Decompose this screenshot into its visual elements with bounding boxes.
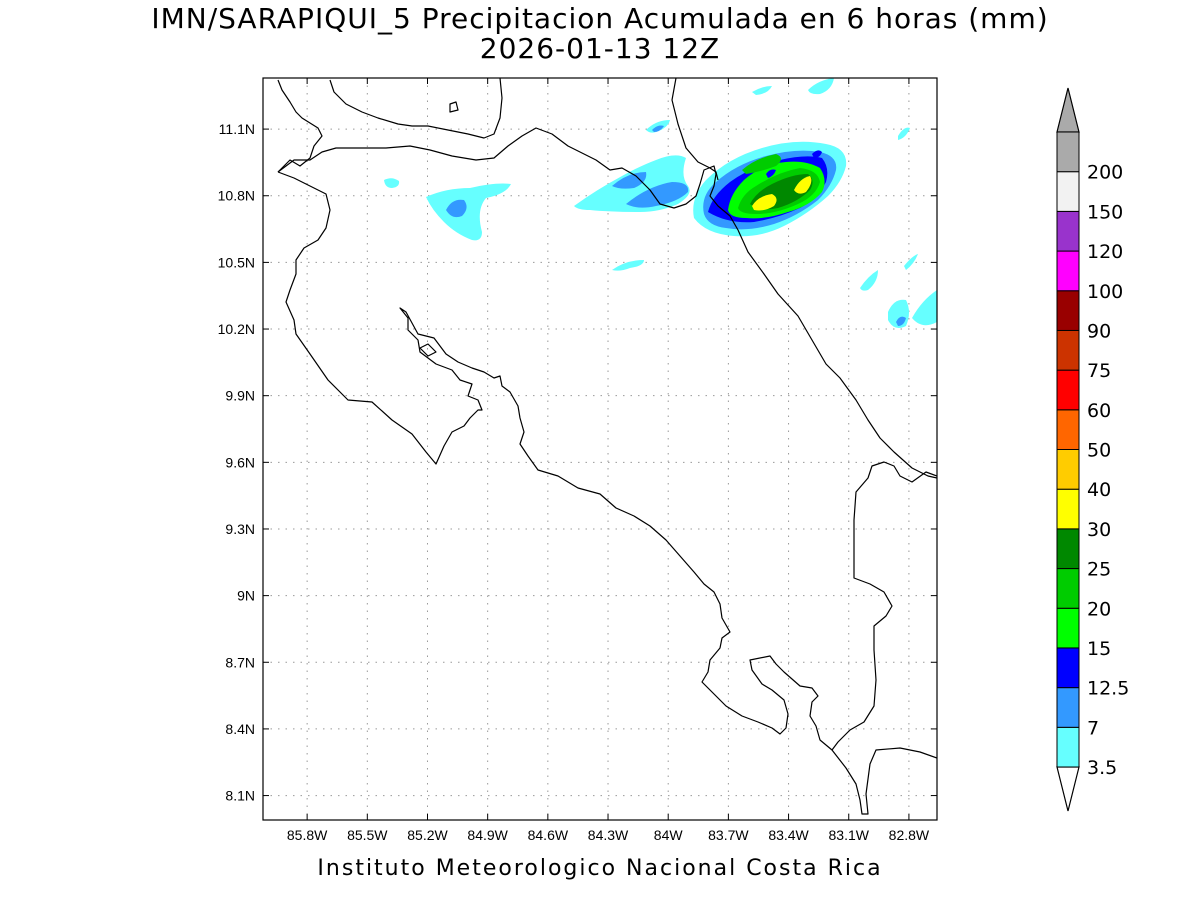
- nicaragua-costa-rica-border: [277, 127, 739, 231]
- lon-tick-label: 83.4W: [768, 827, 809, 843]
- lon-tick-label: 82.8W: [889, 827, 930, 843]
- colorbar-top-arrow: [1056, 87, 1080, 133]
- precip-patch-30: [794, 176, 812, 194]
- latitude-axis: 11.1N 10.8N 10.5N 10.2N 9.9N 9.6N 9.3N 9N 8.7N 8.…: [218, 121, 937, 804]
- colorbar-swatch: [1056, 488, 1080, 530]
- colorbar-swatch: [1056, 171, 1080, 212]
- lon-tick-label: 85.2W: [407, 827, 448, 843]
- precip-patch-3.5: [904, 254, 918, 270]
- precip-patch-3.5: [384, 178, 400, 188]
- colorbar-level-label: 3.5: [1087, 757, 1117, 779]
- lat-tick-label: 8.7N: [225, 654, 255, 670]
- lat-tick-label: 8.1N: [225, 788, 255, 804]
- lat-tick-label: 9.9N: [225, 388, 255, 404]
- lon-tick-label: 85.5W: [347, 827, 388, 843]
- precip-patch-7: [612, 172, 647, 189]
- colorbar-swatch: [1056, 449, 1080, 490]
- lon-tick-label: 85.8W: [287, 827, 328, 843]
- colorbar-level-label: 20: [1087, 598, 1111, 620]
- precipitation-field: [384, 78, 937, 328]
- precip-patch-30: [752, 194, 777, 211]
- colorbar-level-label: 30: [1087, 519, 1111, 541]
- costa-rica-panama-border: [831, 461, 937, 751]
- colorbar-swatch: [1056, 726, 1080, 768]
- precip-patch-20: [742, 154, 781, 174]
- colorbar-level-label: 60: [1087, 400, 1111, 422]
- precip-patch-7: [626, 182, 689, 208]
- lon-tick-label: 83.7W: [708, 827, 749, 843]
- lat-tick-label: 10.2N: [218, 321, 255, 337]
- precipitation-colorbar: 3.5 7 12.5 15 20 25 30 40 50 60 75 90 100 120 150 200: [1056, 87, 1129, 812]
- colorbar-level-label: 200: [1087, 162, 1123, 184]
- precip-patch-12.5: [812, 150, 822, 158]
- lat-tick-label: 8.4N: [225, 721, 255, 737]
- colorbar-swatch: [1056, 568, 1080, 609]
- lat-tick-label: 9N: [237, 588, 255, 604]
- footer-credit: Instituto Meteorologico Nacional Costa R…: [317, 856, 883, 881]
- precip-patch-3.5: [426, 183, 511, 241]
- colorbar-level-label: 100: [1087, 281, 1123, 303]
- precip-patch-3.5: [808, 78, 834, 95]
- colorbar-swatch: [1056, 131, 1080, 173]
- lat-tick-label: 10.5N: [218, 254, 255, 270]
- precip-patch-3.5: [860, 270, 878, 291]
- colorbar-level-label: 50: [1087, 440, 1111, 462]
- lake-nicaragua-shore: [329, 78, 503, 139]
- map-subtitle-datetime: 2026-01-13 12Z: [479, 32, 721, 65]
- colorbar-swatch: [1056, 290, 1080, 331]
- colorbar-swatch: [1056, 250, 1080, 292]
- colorbar-swatch: [1056, 528, 1080, 570]
- colorbar-swatch: [1056, 369, 1080, 411]
- colorbar-level-label: 7: [1087, 717, 1099, 739]
- precip-patch-3.5: [898, 127, 910, 140]
- colorbar-level-label: 150: [1087, 201, 1123, 223]
- map-frame: [262, 77, 938, 821]
- colorbar-swatch: [1056, 210, 1080, 252]
- caribbean-coastline: [671, 78, 937, 479]
- precip-patch-7: [652, 125, 664, 132]
- map-title: IMN/SARAPIQUI_5 Precipitacion Acumulada …: [151, 2, 1049, 35]
- colorbar-swatch: [1056, 607, 1080, 649]
- colorbar-swatch: [1056, 647, 1080, 689]
- precip-patch-7: [446, 199, 467, 218]
- colorbar-level-label: 25: [1087, 559, 1111, 581]
- lon-tick-label: 84W: [654, 827, 684, 843]
- colorbar-swatch: [1056, 329, 1080, 371]
- precip-patch-12.5: [766, 169, 776, 178]
- coastlines-and-borders: [277, 78, 937, 815]
- precip-patch-3.5: [612, 260, 644, 271]
- colorbar-level-label: 90: [1087, 320, 1111, 342]
- lat-tick-label: 10.8N: [218, 188, 255, 204]
- colorbar-bottom-arrow: [1056, 766, 1080, 812]
- colorbar-level-label: 15: [1087, 638, 1111, 660]
- nicoya-island: [419, 343, 437, 357]
- colorbar-swatch: [1056, 687, 1080, 728]
- colorbar-swatch: [1056, 409, 1080, 450]
- lon-tick-label: 83.1W: [829, 827, 870, 843]
- lon-tick-label: 84.3W: [588, 827, 629, 843]
- precip-patch-3.5: [912, 290, 937, 326]
- lat-tick-label: 9.3N: [225, 521, 255, 537]
- colorbar-level-label: 120: [1087, 241, 1123, 263]
- colorbar-level-label: 12.5: [1087, 678, 1129, 700]
- precip-patch-3.5: [752, 86, 772, 95]
- lat-tick-label: 11.1N: [219, 121, 255, 137]
- lat-tick-label: 9.6N: [225, 454, 255, 470]
- colorbar-level-label: 75: [1087, 360, 1111, 382]
- longitude-axis: 85.8W 85.5W 85.2W 84.9W 84.6W 84.3W 84W 83.7W 83…: [287, 78, 930, 843]
- lon-tick-label: 84.6W: [528, 827, 569, 843]
- lon-tick-label: 84.9W: [467, 827, 508, 843]
- colorbar-level-label: 40: [1087, 479, 1111, 501]
- precip-patch-7: [896, 316, 906, 326]
- pacific-coastline: [277, 79, 937, 815]
